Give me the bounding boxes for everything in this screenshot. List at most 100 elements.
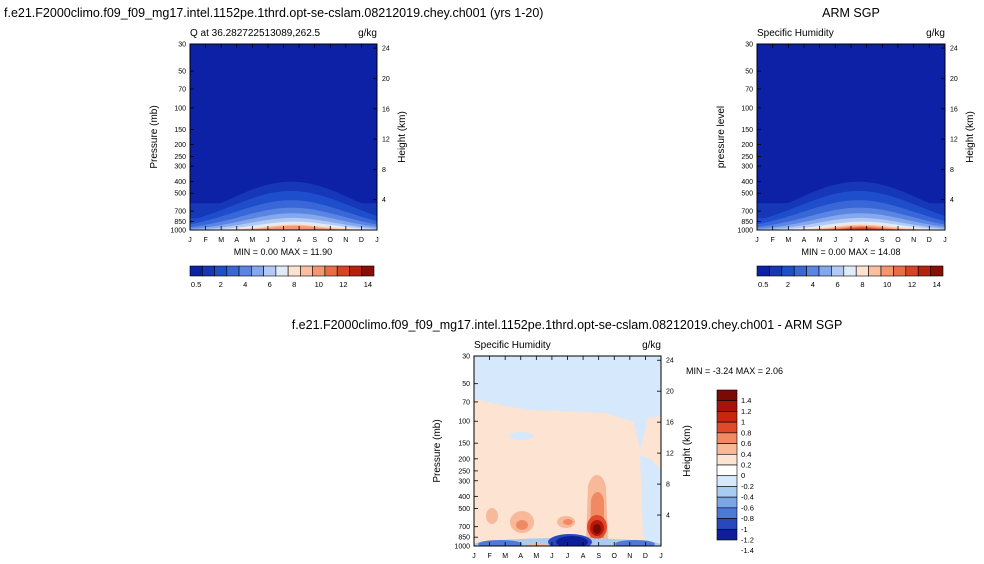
colorbar-swatch (336, 265, 350, 277)
panel-diff-right-label: g/kg (642, 340, 661, 351)
pressure-tick-label: 850 (741, 219, 753, 226)
pressure-tick-label: 50 (462, 381, 470, 388)
colorbar-label: -0.2 (741, 482, 754, 491)
pressure-tick-label: 1000 (454, 544, 470, 551)
month-tick-label: M (785, 237, 791, 244)
pressure-tick-label: 250 (458, 468, 470, 475)
colorbar-swatch (917, 265, 931, 277)
colorbar-swatch (349, 265, 363, 277)
month-tick-label: M (249, 237, 255, 244)
pressure-tick-label: 500 (741, 191, 753, 198)
colorbar-swatch (201, 265, 215, 277)
pressure-tick-label: 70 (462, 399, 470, 406)
month-tick-label: J (849, 237, 853, 244)
month-tick-label: A (864, 237, 869, 244)
title-right: ARM SGP (822, 6, 880, 20)
month-tick-label: F (203, 237, 207, 244)
panel-obs-ylabel-right: Height (km) (965, 111, 976, 163)
colorbar-label: 1.2 (741, 407, 751, 416)
height-tick-label: 24 (666, 358, 674, 365)
pressure-tick-label: 30 (745, 42, 753, 49)
month-tick-label: O (895, 237, 901, 244)
pressure-tick-label: 30 (462, 354, 470, 361)
pressure-tick-label: 100 (741, 105, 753, 112)
colorbar-swatch (868, 265, 882, 277)
colorbar-label: 4 (243, 280, 247, 289)
panel-model: Q at 36.282722513089,262.5 g/kg J F M A M J J A… (149, 28, 408, 289)
pressure-tick-label: 150 (741, 127, 753, 134)
colorbar-swatch (716, 528, 738, 541)
colorbar-label: 14 (364, 280, 372, 289)
pressure-tick-label: 400 (174, 179, 186, 186)
colorbar-swatch (769, 265, 783, 277)
diff-surface-negative-core (556, 536, 588, 546)
colorbar-label: 4 (811, 280, 815, 289)
colorbar-swatch (275, 265, 289, 277)
colorbar-label: 12 (908, 280, 916, 289)
month-tick-label: A (297, 237, 302, 244)
pressure-tick-label: 500 (174, 191, 186, 198)
pressure-tick-label: 200 (458, 456, 470, 463)
pressure-tick-label: 300 (174, 164, 186, 171)
colorbar-swatch (361, 265, 375, 277)
colorbar-swatch (214, 265, 228, 277)
panel-diff-colorbar: 1.4 1.2 10.8 0.6 0.4 0.20 -0.2 -0.4-0.6 -0.8 -1 -1… (716, 389, 754, 555)
panel-obs-left-label: Specific Humidity (757, 28, 834, 39)
height-tick-label: 8 (950, 167, 954, 174)
colorbar-swatch (781, 265, 795, 277)
panel-diff-minmax: MIN = -3.24 MAX = 2.06 (686, 366, 783, 376)
month-tick-label: J (566, 553, 570, 560)
panel-model-right-label: g/kg (358, 28, 377, 39)
month-tick-label: N (343, 237, 348, 244)
diff-right-negative-column (640, 455, 661, 545)
colorbar-swatch (880, 265, 894, 277)
month-tick-label: J (188, 237, 192, 244)
pressure-tick-label: 300 (458, 478, 470, 485)
height-tick-label: 24 (950, 46, 958, 53)
month-tick-label: D (643, 553, 648, 560)
colorbar-label: 8 (292, 280, 296, 289)
colorbar-swatch (716, 389, 738, 402)
height-tick-label: 16 (950, 106, 958, 113)
month-tick-label: O (328, 237, 334, 244)
colorbar-swatch (793, 265, 807, 277)
panel-diff: Specific Humidity g/kg J F M A M J J A S O N D J3 (432, 340, 783, 560)
pressure-tick-label: 50 (178, 69, 186, 76)
month-tick-label: O (612, 553, 618, 560)
height-tick-label: 8 (666, 482, 670, 489)
colorbar-label: 0 (741, 471, 745, 480)
colorbar-swatch (818, 265, 832, 277)
colorbar-swatch (716, 518, 738, 530)
pressure-tick-label: 1000 (737, 228, 753, 235)
colorbar-swatch (893, 265, 907, 277)
colorbar-swatch (716, 496, 738, 509)
month-tick-label: J (266, 237, 270, 244)
month-tick-label: A (234, 237, 239, 244)
colorbar-label: 2 (219, 280, 223, 289)
colorbar-swatch (716, 421, 738, 434)
pressure-tick-label: 1000 (170, 228, 186, 235)
colorbar-label: 14 (933, 280, 941, 289)
height-tick-label: 12 (666, 451, 674, 458)
colorbar-label: 0.8 (741, 428, 751, 437)
colorbar-swatch (716, 443, 738, 455)
colorbar-label: -1 (741, 525, 748, 534)
month-tick-label: D (359, 237, 364, 244)
pressure-tick-label: 400 (741, 179, 753, 186)
colorbar-swatch (300, 265, 313, 277)
diff-positive-core-peak (593, 524, 601, 534)
panel-diff-ylabel-right: Height (km) (682, 425, 693, 477)
month-tick-label: A (802, 237, 807, 244)
title-left: f.e21.F2000climo.f09_f09_mg17.intel.1152… (4, 6, 543, 20)
pressure-tick-label: 500 (458, 506, 470, 513)
pressure-tick-label: 70 (178, 86, 186, 93)
colorbar-label: 6 (836, 280, 840, 289)
height-tick-label: 12 (382, 137, 390, 144)
diff-weak-positive-1 (486, 508, 498, 524)
panel-diff-left-label: Specific Humidity (474, 340, 551, 351)
month-tick-label: N (627, 553, 632, 560)
height-tick-label: 8 (382, 167, 386, 174)
colorbar-label: 0.2 (741, 461, 751, 470)
colorbar-swatch (756, 265, 770, 277)
pressure-tick-label: 250 (741, 154, 753, 161)
